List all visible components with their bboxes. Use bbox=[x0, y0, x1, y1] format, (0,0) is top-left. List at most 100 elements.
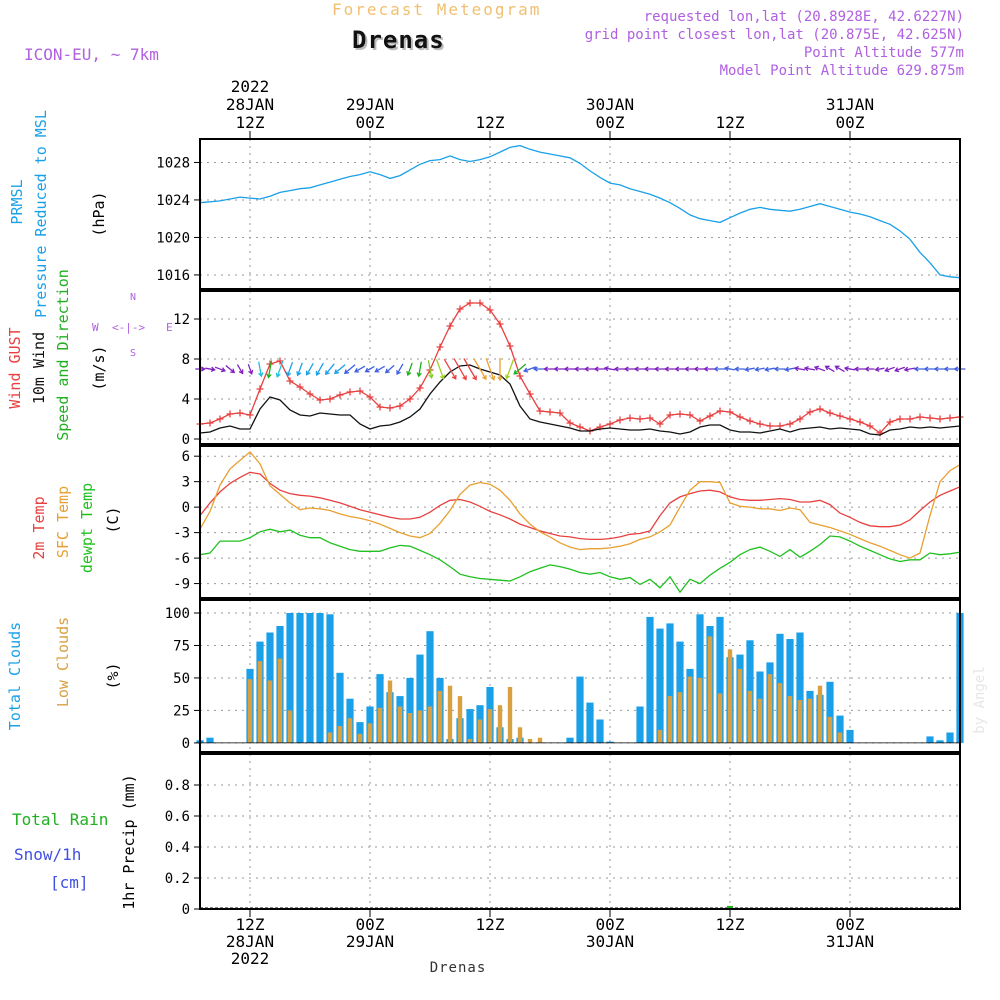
low-cloud-bar bbox=[827, 716, 833, 743]
y-tick-label: 25 bbox=[173, 703, 190, 719]
gust-marker bbox=[686, 411, 694, 419]
y-tick-label: 0.4 bbox=[165, 840, 190, 856]
low-cloud-bar bbox=[467, 739, 473, 743]
gust-marker bbox=[786, 420, 794, 428]
low-cloud-bar bbox=[477, 719, 483, 743]
total-cloud-bar bbox=[656, 628, 664, 743]
wind-direction-arrow bbox=[343, 364, 356, 375]
gust-marker bbox=[616, 416, 624, 424]
low-cloud-bar bbox=[347, 718, 353, 743]
wind-10m-label: 10m Wind bbox=[30, 332, 48, 404]
gust-marker bbox=[756, 420, 764, 428]
gust-marker bbox=[556, 409, 564, 417]
wind-direction-arrow bbox=[396, 363, 404, 376]
wind-direction-arrow bbox=[374, 365, 386, 373]
top-date-label: 31JAN bbox=[826, 95, 874, 114]
gust-marker bbox=[276, 357, 284, 365]
model-point-altitude: Model Point Altitude 629.875m bbox=[719, 63, 964, 79]
low-cloud-bar bbox=[807, 698, 813, 743]
total-cloud-bar bbox=[586, 702, 594, 743]
low-cloud-bar bbox=[667, 696, 673, 743]
y-tick-label: 3 bbox=[182, 475, 190, 491]
y-tick-label: 12 bbox=[173, 312, 190, 328]
wind-direction-arrow bbox=[523, 366, 537, 373]
gust-marker bbox=[366, 393, 374, 401]
low-cloud-bar bbox=[447, 685, 453, 743]
gust-marker bbox=[526, 390, 534, 398]
gust-marker bbox=[326, 395, 334, 403]
wind-direction-arrow bbox=[384, 364, 395, 374]
bottom-time-label: 12Z bbox=[716, 915, 745, 934]
wind-direction-arrow bbox=[643, 366, 656, 372]
wind-direction-arrow bbox=[473, 358, 487, 381]
gust-marker bbox=[546, 408, 554, 416]
temp-2m-label: 2m Temp bbox=[30, 496, 48, 559]
total-cloud-bar bbox=[326, 614, 334, 743]
y-tick-label: 1016 bbox=[156, 268, 190, 284]
wind-direction-arrow bbox=[258, 361, 264, 378]
gust-marker bbox=[566, 419, 574, 427]
pressure-label-msl: Pressure Reduced to MSL bbox=[32, 110, 50, 318]
wind-direction-arrow bbox=[623, 366, 635, 372]
requested-coordinates: requested lon,lat (20.8928E, 42.6227N) bbox=[643, 9, 964, 25]
total-cloud-bar bbox=[206, 737, 214, 743]
gust-marker bbox=[746, 417, 754, 425]
gust-marker bbox=[416, 384, 424, 392]
wind-direction-arrow bbox=[733, 366, 745, 372]
wind-direction-arrow bbox=[864, 366, 875, 372]
panel-frame-pressure bbox=[199, 138, 961, 290]
total-cloud-bar bbox=[566, 737, 574, 743]
total-cloud-bar bbox=[416, 654, 424, 743]
low-cloud-bar bbox=[697, 677, 703, 743]
temp-unit: (C) bbox=[104, 506, 122, 533]
total-cloud-bar bbox=[846, 729, 854, 743]
gust-marker bbox=[346, 388, 354, 396]
gust-marker bbox=[776, 422, 784, 430]
total-cloud-bar bbox=[826, 681, 834, 743]
temp-sfc-line bbox=[199, 450, 961, 559]
low-cloud-bar bbox=[487, 709, 493, 743]
wind-direction-arrow bbox=[853, 366, 865, 372]
wind-direction-arrow bbox=[603, 365, 616, 372]
gust-marker bbox=[516, 372, 524, 380]
low-cloud-bar bbox=[817, 685, 823, 743]
low-cloud-bar bbox=[737, 668, 743, 743]
wind-direction-arrow bbox=[364, 365, 375, 373]
y-tick-label: -6 bbox=[173, 551, 190, 567]
total-cloud-bar bbox=[786, 639, 794, 743]
y-tick-label: 8 bbox=[182, 352, 190, 368]
bottom-time-label: 30JAN bbox=[586, 932, 634, 951]
top-hour-label: 00Z bbox=[596, 113, 625, 132]
y-tick-label: 1028 bbox=[156, 155, 190, 171]
gust-marker bbox=[246, 411, 254, 419]
wind-direction-arrow bbox=[406, 362, 413, 377]
gust-marker bbox=[256, 385, 264, 393]
location-title: Drenas bbox=[352, 26, 445, 54]
low-cloud-bar bbox=[687, 676, 693, 743]
top-hour-label: 00Z bbox=[356, 113, 385, 132]
gust-marker bbox=[806, 408, 814, 416]
wind-direction-arrow bbox=[884, 366, 895, 373]
bottom-time-label: 00Z bbox=[596, 915, 625, 934]
gust-marker bbox=[336, 391, 344, 399]
gust-marker bbox=[206, 419, 214, 427]
bottom-time-label: 2022 bbox=[231, 949, 270, 968]
low-cloud-bar bbox=[707, 636, 713, 743]
low-cloud-bar bbox=[537, 737, 543, 743]
y-tick-label: 0.6 bbox=[165, 809, 190, 825]
total-cloud-bar bbox=[406, 677, 414, 743]
wind-direction-arrow bbox=[674, 366, 685, 372]
gust-marker bbox=[476, 299, 484, 307]
total-clouds-label: Total Clouds bbox=[6, 622, 24, 730]
gust-marker bbox=[576, 423, 584, 431]
y-tick-label: 50 bbox=[173, 671, 190, 687]
top-date-label: 29JAN bbox=[346, 95, 394, 114]
low-cloud-bar bbox=[727, 649, 733, 743]
footer-location: Drenas bbox=[430, 960, 487, 976]
gust-marker bbox=[406, 395, 414, 403]
low-cloud-bar bbox=[257, 661, 263, 743]
wind-direction-arrow bbox=[333, 364, 346, 375]
wind-direction-arrow bbox=[435, 359, 446, 380]
wind-direction-arrow bbox=[497, 358, 503, 382]
gust-marker bbox=[436, 343, 444, 351]
